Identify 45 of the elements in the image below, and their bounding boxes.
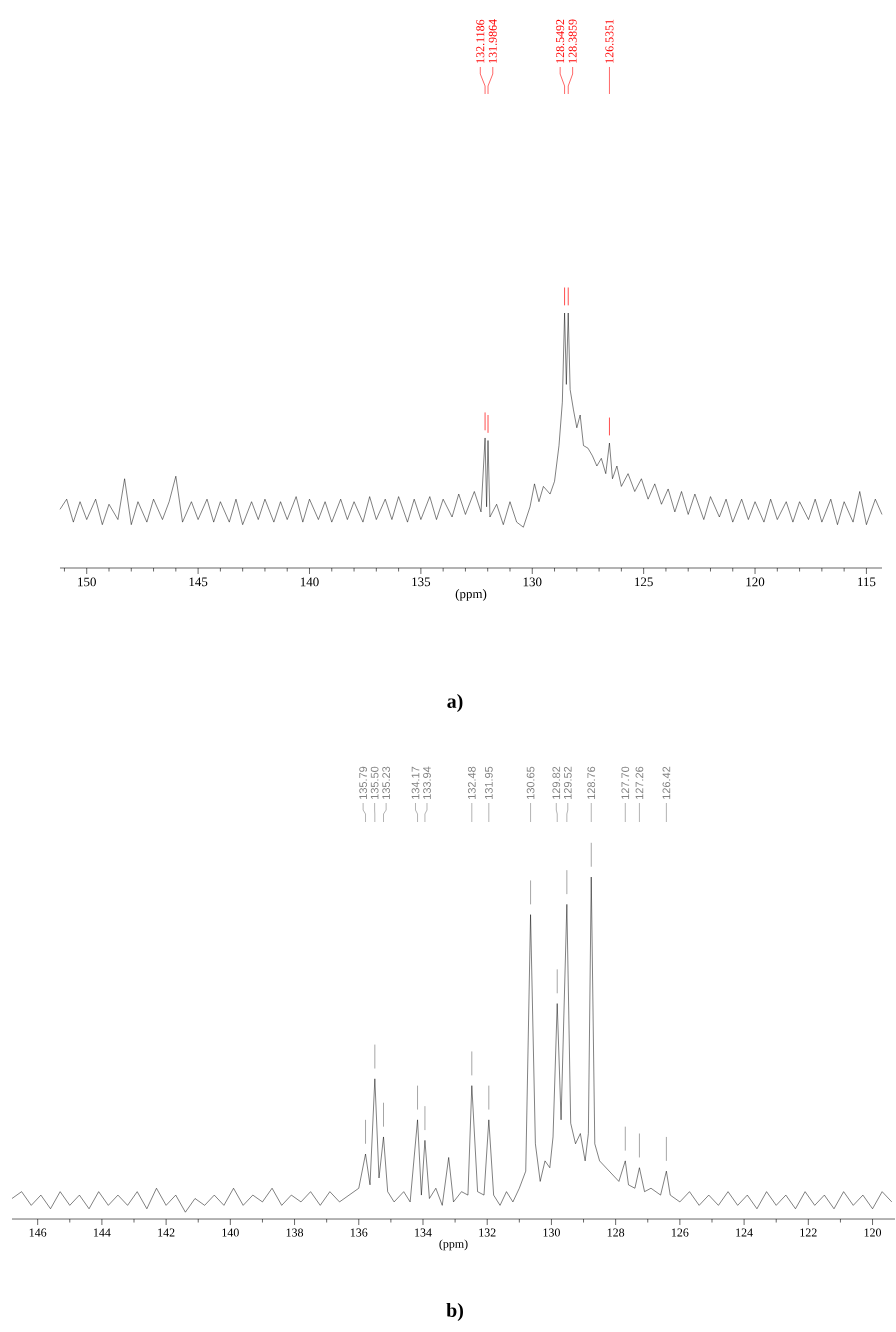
x-tick-label: 145 xyxy=(189,577,208,587)
x-tick-label: 134 xyxy=(415,1228,432,1237)
x-tick-label: 120 xyxy=(864,1228,882,1237)
text: b) xyxy=(446,1302,463,1322)
x-tick-label: 135 xyxy=(412,577,431,587)
annotation: 127.70 xyxy=(621,766,630,799)
annotation: 129.52 xyxy=(563,766,572,799)
annotation: 128.3859 xyxy=(568,19,577,63)
x-tick-label: 126 xyxy=(671,1228,689,1237)
x-tick-label: 130 xyxy=(543,1228,560,1237)
text: a) xyxy=(447,693,463,713)
annotation: 135.79 xyxy=(359,766,368,799)
annotation: 127.26 xyxy=(635,766,644,799)
annotation: 134.17 xyxy=(411,766,420,799)
annotation: 133.94 xyxy=(423,766,431,799)
x-tick-label: 125 xyxy=(635,577,653,587)
x-tick-label: 124 xyxy=(736,1228,753,1237)
x-tick-label: 136 xyxy=(350,1228,368,1237)
x-tick-label: 144 xyxy=(93,1228,111,1237)
x-tick-label: 132 xyxy=(479,1228,496,1237)
x-tick-label: 140 xyxy=(222,1228,239,1237)
annotation: 129.82 xyxy=(552,766,561,799)
annotation: 128.5492 xyxy=(556,19,565,63)
annotation: 132.48 xyxy=(467,766,476,799)
annotation: 135.23 xyxy=(382,766,391,799)
x-tick-label: 120 xyxy=(746,577,765,587)
annotation: 131.9864 xyxy=(488,19,497,63)
x-tick-label: 138 xyxy=(286,1228,304,1237)
x-tick-label: 150 xyxy=(78,577,96,587)
x-axis-title: (ppm) xyxy=(455,589,487,601)
x-tick-label: 130 xyxy=(523,577,542,587)
x-tick-label: 140 xyxy=(300,577,319,587)
annotation: 130.65 xyxy=(526,766,535,799)
x-tick-label: 142 xyxy=(158,1228,175,1237)
x-tick-label: 115 xyxy=(858,577,876,587)
x-tick-label: 146 xyxy=(29,1228,47,1237)
annotation: 135.50 xyxy=(370,766,379,799)
annotation: 131.95 xyxy=(484,766,493,799)
x-tick-label: 128 xyxy=(607,1228,625,1237)
annotation: 126.5351 xyxy=(605,19,614,63)
x-axis-title: (ppm) xyxy=(439,1239,468,1251)
annotation: 128.76 xyxy=(587,766,596,799)
annotation: 132.1186 xyxy=(476,19,485,63)
annotation: 126.42 xyxy=(662,766,671,799)
x-tick-label: 122 xyxy=(800,1228,817,1237)
